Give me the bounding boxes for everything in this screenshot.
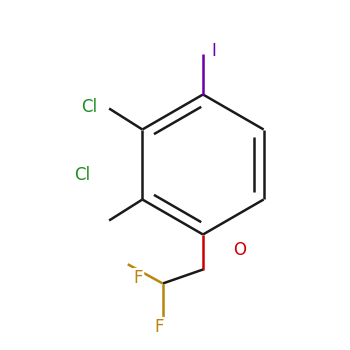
- Text: Cl: Cl: [81, 98, 97, 116]
- Text: F: F: [154, 318, 164, 336]
- Text: Cl: Cl: [74, 166, 90, 184]
- Text: O: O: [233, 241, 246, 259]
- Text: F: F: [133, 269, 143, 287]
- Text: I: I: [211, 42, 216, 60]
